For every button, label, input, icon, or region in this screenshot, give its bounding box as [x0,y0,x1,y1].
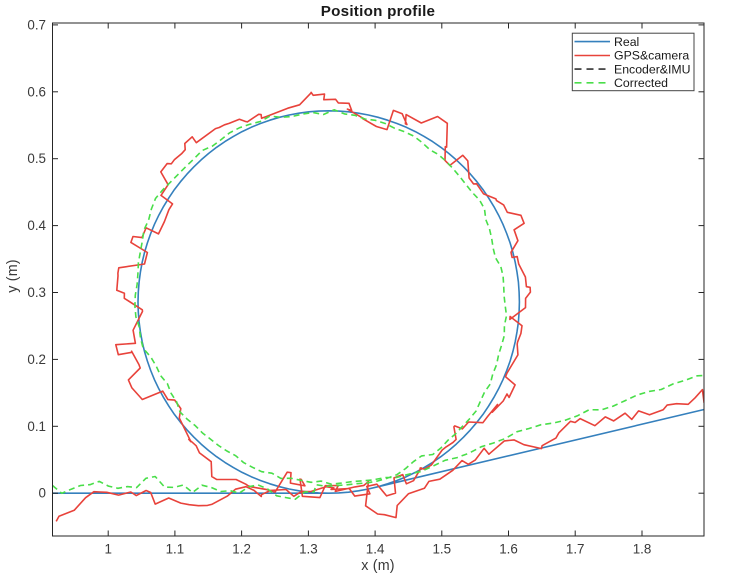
svg-text:0.6: 0.6 [27,84,46,99]
svg-text:0.7: 0.7 [27,17,46,32]
svg-text:GPS&camera: GPS&camera [614,49,689,63]
svg-text:0.5: 0.5 [27,151,46,166]
svg-text:0: 0 [39,486,46,501]
svg-text:1.2: 1.2 [232,542,251,557]
svg-text:Real: Real [614,35,639,49]
svg-text:0.1: 0.1 [27,419,46,434]
svg-text:Position profile: Position profile [321,3,436,20]
svg-text:1.4: 1.4 [366,542,385,557]
svg-text:1.7: 1.7 [566,542,585,557]
svg-text:1.6: 1.6 [499,542,518,557]
svg-text:x (m): x (m) [361,558,395,574]
svg-text:1.1: 1.1 [166,542,185,557]
svg-text:Encoder&IMU: Encoder&IMU [614,62,691,76]
svg-text:Corrected: Corrected [614,76,668,90]
svg-text:1: 1 [104,542,111,557]
svg-text:0.2: 0.2 [27,352,46,367]
svg-text:0.3: 0.3 [27,285,46,300]
svg-text:1.8: 1.8 [633,542,652,557]
svg-text:y (m): y (m) [5,259,21,293]
svg-text:1.5: 1.5 [432,542,451,557]
svg-text:1.3: 1.3 [299,542,318,557]
svg-text:0.4: 0.4 [27,218,46,233]
